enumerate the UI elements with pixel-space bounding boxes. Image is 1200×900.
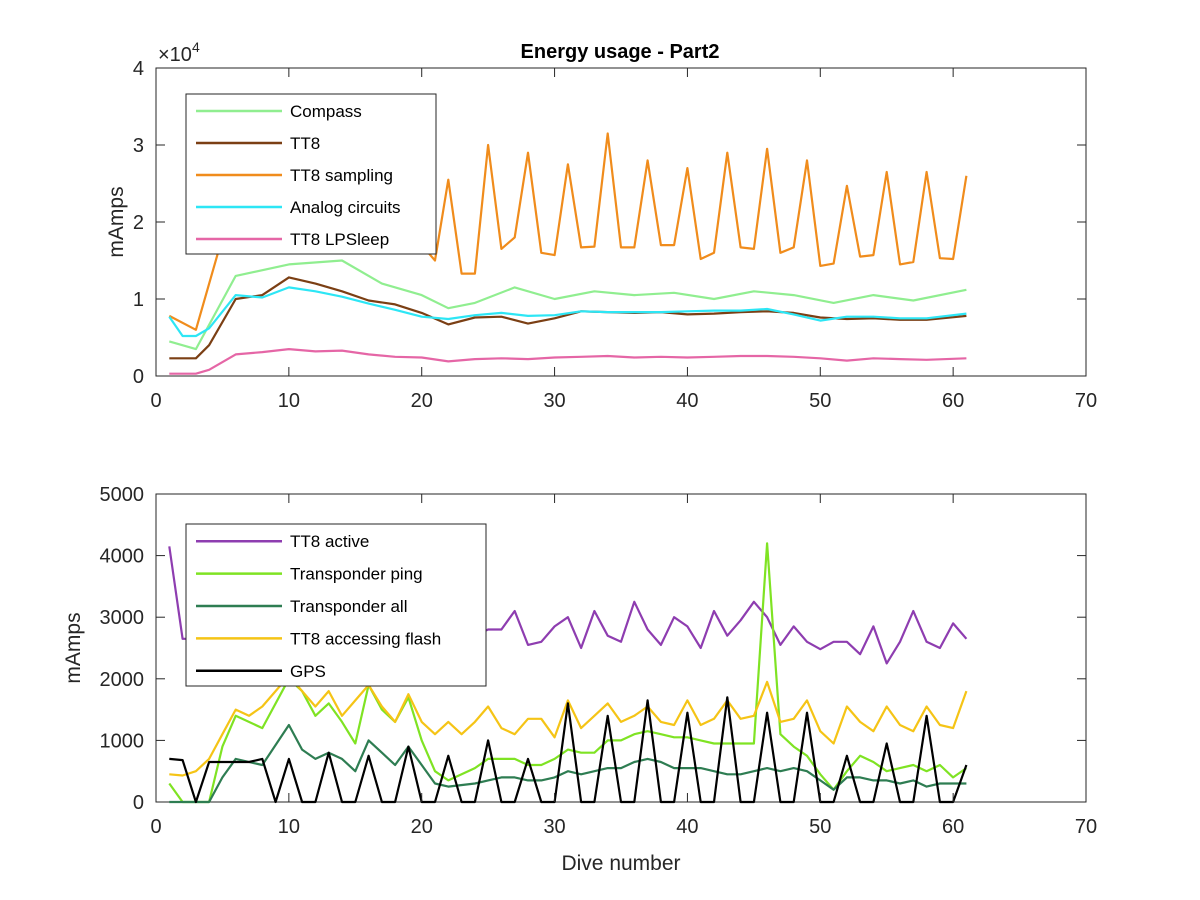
bottom-series-line-3 [169,674,968,777]
bottom-series-line-2 [169,723,967,804]
top-x-tick-label: 20 [411,390,433,412]
bottom-x-tick-label: 20 [411,816,433,838]
chart-title: Energy usage - Part2 [521,41,720,63]
top-legend-label: Compass [290,102,362,121]
top-x-tick-label: 30 [543,390,565,412]
bottom-series-group [168,542,968,804]
bottom-legend-label: TT8 active [290,532,369,551]
bottom-y-tick-label: 4000 [100,546,145,568]
bottom-x-tick-label: 30 [543,816,565,838]
top-y-exponent-base: ×10 [158,44,192,66]
top-x-tick-label: 50 [809,390,831,412]
top-y-exponent: ×104 [158,39,200,66]
top-legend-label: TT8 LPSleep [290,230,389,249]
top-y-tick-label: 3 [133,135,144,157]
bottom-x-tick-label: 10 [278,816,300,838]
bottom-y-tick-label: 1000 [100,730,145,752]
bottom-x-tick-label: 0 [150,816,161,838]
bottom-legend-label: Transponder ping [290,565,423,584]
bottom-y-axis-label: mAmps [62,612,85,683]
top-x-tick-label: 70 [1075,390,1097,412]
top-x-tick-label: 60 [942,390,964,412]
bottom-x-tick-label: 70 [1075,816,1097,838]
top-series-line-3 [168,286,967,338]
top-x-tick-label: 10 [278,390,300,412]
top-legend-label: Analog circuits [290,198,401,217]
bottom-x-tick-label: 50 [809,816,831,838]
top-ticks-group: 0 10 20 30 40 50 60 70 0 1 2 3 4 [133,58,1097,412]
bottom-series-line-4 [169,696,968,804]
bottom-y-tick-label: 5000 [100,484,145,506]
bottom-legend-label: Transponder all [290,597,408,616]
bottom-ticks-group: 0 10 20 30 40 50 60 70 0 1000 2000 3000 4000 5000 [100,484,1098,838]
bottom-legend-label: GPS [290,662,326,681]
bottom-y-tick-label: 3000 [100,607,145,629]
top-y-tick-label: 2 [133,212,144,234]
top-legend-label: TT8 sampling [290,166,393,185]
top-series-line-2 [168,132,968,331]
top-series-group [168,132,968,375]
top-y-tick-label: 0 [133,366,144,388]
bottom-y-tick-label: 2000 [100,669,145,691]
top-y-axis-label: mAmps [105,186,128,257]
top-legend-label: TT8 [290,134,320,153]
top-y-exponent-power: 4 [192,39,200,55]
top-x-tick-label: 0 [150,390,161,412]
bottom-legend: TT8 active Transponder ping Transponder al… [185,523,487,687]
bottom-axes: 0 10 20 30 40 50 60 70 0 1000 2000 3000 4000 5000 mAm… [62,484,1097,875]
bottom-x-tick-label: 40 [676,816,698,838]
top-y-tick-label: 4 [133,58,144,80]
top-series-line-0 [168,259,967,351]
top-legend: Compass TT8 TT8 sampling Analog circuits TT8… [185,93,437,255]
bottom-y-tick-label: 0 [133,792,144,814]
top-series-line-1 [169,276,967,360]
top-x-tick-label: 40 [676,390,698,412]
top-series-line-4 [169,348,967,375]
bottom-x-axis-label: Dive number [561,852,680,875]
bottom-series-line-0 [168,546,968,665]
bottom-x-tick-label: 60 [942,816,964,838]
bottom-legend-label: TT8 accessing flash [290,629,441,648]
top-y-tick-label: 1 [133,289,144,311]
